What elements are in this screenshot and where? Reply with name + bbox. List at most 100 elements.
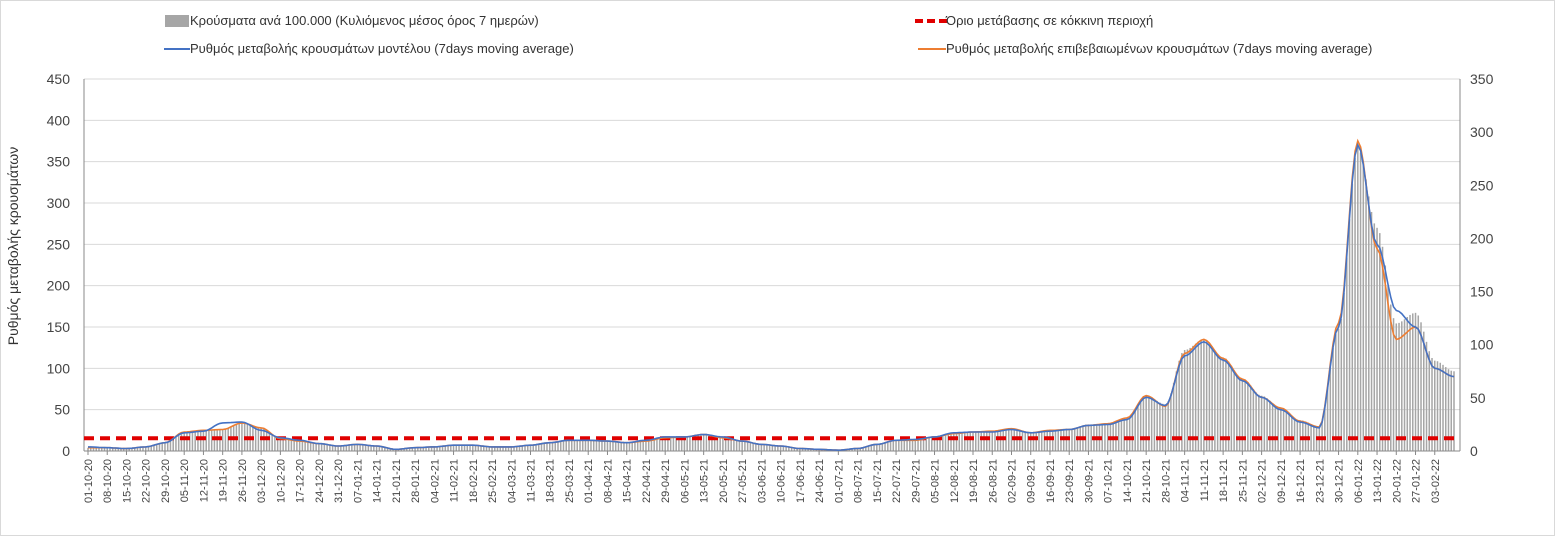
bar — [1051, 429, 1054, 451]
bar — [966, 432, 969, 451]
bar — [1203, 339, 1205, 451]
bar — [881, 443, 884, 451]
legend-threshold-label: Όριο μετάβασης σε κόκκινη περιοχή — [946, 13, 1154, 28]
x-tick-label: 09-12-21 — [1276, 459, 1288, 503]
bar — [1024, 431, 1026, 451]
x-tick-label: 10-12-20 — [275, 459, 287, 503]
bar — [444, 446, 447, 451]
bar — [854, 447, 856, 451]
bar — [1310, 424, 1312, 451]
bar — [375, 445, 378, 451]
bar — [702, 433, 705, 451]
bar — [559, 441, 562, 451]
bar — [933, 437, 936, 451]
x-tick-label: 21-01-21 — [391, 459, 403, 503]
bar — [1324, 407, 1326, 451]
bar — [100, 447, 103, 451]
bar — [906, 439, 908, 451]
bar — [241, 422, 243, 451]
x-tick-label: 19-08-21 — [968, 459, 980, 503]
bar — [1282, 409, 1285, 451]
bar — [1417, 315, 1420, 451]
bar — [614, 441, 617, 451]
bar — [807, 448, 809, 451]
x-tick-label: 18-11-21 — [1218, 459, 1230, 502]
bar — [1373, 223, 1376, 451]
bar — [661, 437, 664, 451]
bar — [873, 444, 875, 451]
bar — [570, 440, 573, 451]
x-tick-label: 19-11-20 — [218, 459, 230, 502]
bar — [131, 447, 133, 451]
y-tick-left-label: 0 — [62, 443, 70, 459]
bar — [598, 441, 600, 451]
bar — [1189, 347, 1191, 451]
bar — [587, 440, 589, 451]
bar — [529, 445, 532, 451]
bar — [1296, 419, 1299, 451]
bar — [1049, 429, 1051, 451]
bar — [746, 442, 749, 451]
bar — [1236, 374, 1238, 451]
bar — [439, 446, 441, 451]
bar — [675, 436, 677, 451]
x-tick-label: 20-05-21 — [718, 459, 730, 503]
bar — [1227, 361, 1230, 451]
x-tick-label: 25-03-21 — [564, 459, 576, 503]
bar — [1106, 423, 1109, 451]
x-tick-label: 26-08-21 — [987, 459, 999, 503]
bar — [977, 431, 980, 451]
bar — [991, 430, 994, 451]
x-tick-label: 23-12-21 — [1314, 459, 1326, 503]
bar — [268, 431, 271, 451]
bar — [254, 426, 257, 451]
axes — [83, 79, 1461, 452]
bar — [1178, 360, 1180, 451]
bar — [1137, 404, 1139, 451]
bar — [557, 441, 559, 451]
bar — [1423, 331, 1425, 451]
bar — [1032, 431, 1035, 451]
bar — [1439, 362, 1442, 451]
bar — [691, 435, 694, 451]
bar — [337, 445, 339, 451]
bar — [450, 445, 452, 451]
x-tick-label: 08-04-21 — [602, 459, 614, 503]
bar — [752, 443, 754, 451]
bar — [801, 447, 804, 451]
x-tick-label: 17-12-20 — [295, 459, 307, 503]
bar — [716, 436, 719, 451]
bar — [1357, 148, 1359, 452]
bar — [1238, 377, 1241, 451]
bar — [1401, 321, 1403, 451]
bar — [411, 447, 414, 451]
x-tick-label: 15-07-21 — [872, 459, 884, 503]
x-tick-label: 28-10-21 — [1160, 459, 1172, 503]
bar — [796, 447, 798, 451]
bar — [590, 440, 592, 451]
bar — [911, 439, 914, 451]
bar — [1302, 420, 1304, 451]
bar — [686, 436, 688, 451]
bar — [700, 434, 702, 451]
bar — [581, 440, 584, 451]
bar — [205, 430, 207, 451]
x-tick-label: 01-07-21 — [833, 459, 845, 503]
bar — [378, 445, 381, 451]
bar — [1192, 345, 1194, 451]
bar — [147, 446, 150, 451]
bar — [576, 440, 578, 451]
bar — [496, 446, 499, 451]
bar — [884, 442, 886, 451]
confirmed-line — [88, 138, 1455, 452]
bar — [565, 440, 567, 451]
bar — [293, 439, 295, 451]
bar — [1428, 351, 1431, 451]
bar — [1442, 364, 1444, 451]
bar — [1222, 357, 1224, 451]
bar — [955, 432, 958, 451]
bar — [782, 445, 785, 451]
bar — [1208, 342, 1211, 451]
bar — [329, 444, 331, 451]
x-tick-label: 23-09-21 — [1064, 459, 1076, 503]
